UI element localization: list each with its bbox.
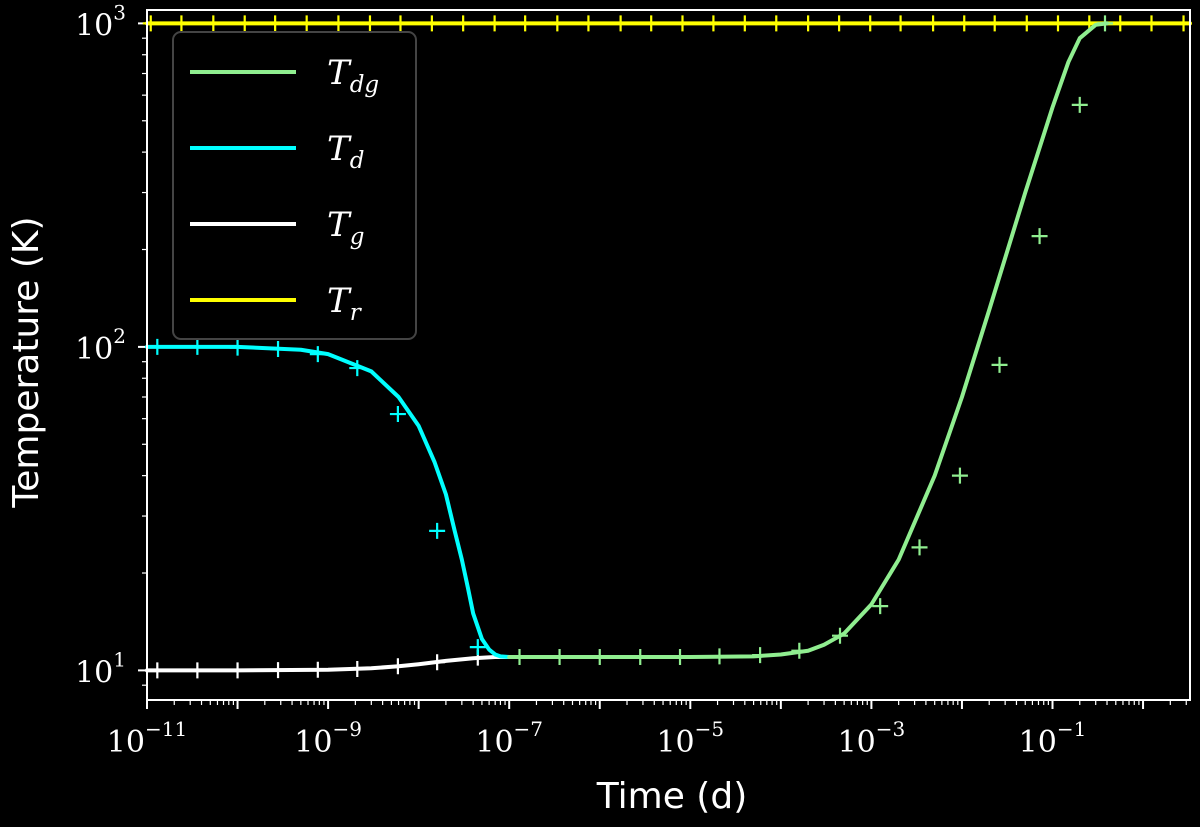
point-marker-Tr <box>455 15 472 32</box>
legend-label: Tdg <box>327 53 379 98</box>
point-marker-Tr <box>705 15 722 32</box>
point-marker-Tr <box>1049 15 1066 32</box>
x-axis-label: Time (d) <box>596 776 748 817</box>
x-tick-label: 10−9 <box>294 717 362 760</box>
point-marker-Tdg <box>991 356 1008 373</box>
series-layer <box>142 15 1192 679</box>
point-marker-Tg <box>270 662 287 679</box>
point-marker-Tr <box>205 15 222 32</box>
point-marker-Tr <box>768 15 785 32</box>
point-marker-Tdg <box>672 649 689 666</box>
point-marker-Td <box>270 341 287 358</box>
point-marker-Tr <box>986 15 1003 32</box>
point-marker-Tr <box>800 15 817 32</box>
legend: Tdg Td Tg Tr <box>172 31 417 340</box>
point-marker-Td <box>149 338 166 355</box>
point-marker-Tr <box>1143 15 1160 32</box>
point-marker-Tr <box>892 15 909 32</box>
legend-label: Tg <box>327 205 364 250</box>
point-marker-Tdg <box>872 598 889 615</box>
point-marker-Td <box>389 406 406 423</box>
point-marker-Td <box>229 339 246 356</box>
point-marker-Tr <box>862 15 879 32</box>
tick-labels: 10−11 10−9 10−7 10−5 10−3 10−1 101 102 103 <box>75 0 1086 760</box>
point-marker-Tr <box>361 15 378 32</box>
point-marker-Tdg <box>591 649 608 666</box>
plot-frame <box>146 9 1191 701</box>
point-marker-Tr <box>831 15 848 32</box>
point-marker-Tr <box>580 15 597 32</box>
point-marker-Tr <box>142 15 159 32</box>
point-marker-Td <box>429 522 446 539</box>
legend-label: Tr <box>327 281 363 326</box>
point-marker-Td <box>309 346 326 363</box>
point-marker-Tg <box>229 662 246 679</box>
point-marker-Tdg <box>551 649 568 666</box>
major-ticks <box>138 22 1145 709</box>
point-marker-Tdg <box>1071 96 1088 113</box>
point-marker-Tr <box>1112 15 1129 32</box>
point-marker-Tr <box>267 15 284 32</box>
point-marker-Tr <box>486 15 503 32</box>
point-marker-Tg <box>429 654 446 671</box>
point-marker-Tg <box>349 660 366 677</box>
x-tick-label: 10−7 <box>475 717 543 760</box>
point-marker-Td <box>469 639 486 656</box>
legend-label: Td <box>327 129 364 174</box>
point-marker-Tr <box>1018 15 1035 32</box>
point-marker-Tr <box>236 15 253 32</box>
x-tick-label: 10−5 <box>656 717 724 760</box>
point-marker-Tr <box>392 15 409 32</box>
point-marker-Tr <box>612 15 629 32</box>
point-marker-Tdg <box>911 539 928 556</box>
point-marker-Tg <box>149 662 166 679</box>
point-marker-Tr <box>643 15 660 32</box>
point-marker-Tdg <box>752 647 769 664</box>
y-tick-label: 103 <box>75 0 126 43</box>
series-Tr <box>142 15 1192 32</box>
x-tick-label: 10−3 <box>838 717 906 760</box>
point-marker-Td <box>349 360 366 377</box>
point-marker-Tr <box>1175 15 1192 32</box>
series-Td <box>145 338 512 659</box>
point-marker-Tr <box>956 15 973 32</box>
point-marker-Tdg <box>831 627 848 644</box>
point-marker-Tr <box>423 15 440 32</box>
point-marker-Tg <box>189 662 206 679</box>
point-marker-Tdg <box>951 467 968 484</box>
series-line-Tdg <box>507 21 1110 659</box>
point-marker-Tdg <box>1031 228 1048 245</box>
point-marker-Tr <box>736 15 753 32</box>
point-marker-Tr <box>330 15 347 32</box>
point-marker-Tg <box>389 658 406 675</box>
y-axis-label: Temperature (K) <box>6 216 47 508</box>
series-Tdg <box>507 15 1113 666</box>
point-marker-Tg <box>309 661 326 678</box>
point-marker-Tr <box>549 15 566 32</box>
point-marker-Tr <box>298 15 315 32</box>
point-marker-Tdg <box>632 649 649 666</box>
point-marker-Tr <box>517 15 534 32</box>
point-marker-Tr <box>925 15 942 32</box>
y-tick-label: 101 <box>75 647 126 690</box>
point-marker-Tr <box>674 15 691 32</box>
point-marker-Tr <box>173 15 190 32</box>
point-marker-Tdg <box>791 642 808 659</box>
point-marker-Tdg <box>1097 15 1113 32</box>
y-tick-label: 102 <box>75 324 126 367</box>
series-Tg <box>145 649 512 679</box>
point-marker-Td <box>189 338 206 355</box>
legend-box <box>172 31 417 340</box>
x-tick-label: 10−11 <box>107 717 187 760</box>
x-tick-label: 10−1 <box>1019 717 1087 760</box>
point-marker-Tdg <box>511 649 528 666</box>
point-marker-Tdg <box>711 648 728 665</box>
